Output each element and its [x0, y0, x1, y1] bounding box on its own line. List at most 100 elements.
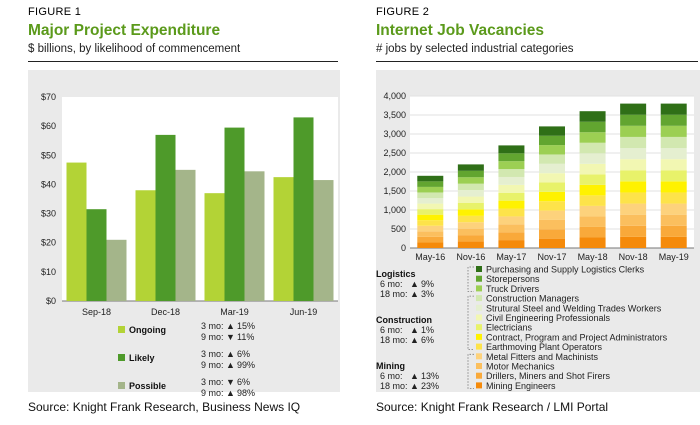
stack-segment [660, 203, 687, 215]
legend-label: Mining Engineers [486, 381, 556, 391]
x-tick-label: Nov-17 [537, 252, 566, 262]
stack-segment [579, 216, 606, 227]
bar-likely [293, 117, 314, 302]
stat-arrow: ▼ [226, 332, 235, 342]
legend-label: Construction Managers [486, 294, 580, 304]
stack-segment [620, 136, 647, 149]
legend-swatch [476, 314, 482, 321]
x-tick-label: May-19 [659, 252, 689, 262]
group-name: Logistics [376, 269, 416, 279]
stat-arrow: ▲ [410, 289, 419, 299]
stack-segment [660, 148, 687, 160]
stack-segment [417, 181, 444, 187]
legend-label: Ongoing [129, 325, 166, 335]
stack-segment [417, 236, 444, 243]
y-tick-label: $70 [41, 92, 56, 102]
y-tick-label: 0 [401, 243, 406, 253]
legend-swatch [476, 295, 482, 302]
stack-segment [498, 240, 525, 248]
legend-label: Possible [129, 381, 166, 391]
legend-swatch [476, 363, 482, 369]
stack-segment [539, 126, 565, 136]
y-tick-label: 2,500 [383, 148, 406, 158]
stack-segment [498, 184, 525, 193]
group-name: Mining [376, 361, 405, 371]
y-tick-label: $30 [41, 209, 56, 219]
legend-label: Motor Mechanics [486, 362, 555, 372]
stack-segment [539, 182, 565, 192]
stack-segment [417, 214, 444, 221]
legend-swatch [476, 333, 482, 340]
bar-possible [106, 239, 127, 301]
stat-period: 3 mo: [201, 321, 224, 331]
stack-segment [417, 186, 444, 193]
stat-arrow: ▲ [410, 335, 419, 345]
stat-period: 18 mo: [380, 289, 408, 299]
stack-segment [660, 225, 687, 237]
y-tick-label: $20 [41, 238, 56, 248]
stat-period: 6 mo: [380, 279, 403, 289]
stat-period: 3 mo: [201, 377, 224, 387]
bar-ongoing [204, 193, 225, 301]
stack-segment [660, 125, 687, 137]
stack-segment [539, 219, 565, 230]
stack-segment [457, 222, 484, 229]
stack-segment [660, 136, 687, 149]
stat-arrow: ▲ [226, 388, 235, 398]
stack-segment [498, 208, 525, 217]
stack-segment [660, 170, 687, 182]
y-tick-label: $10 [41, 267, 56, 277]
stack-segment [417, 192, 444, 199]
stack-segment [498, 145, 525, 154]
stack-segment [539, 154, 565, 164]
stack-segment [417, 242, 444, 248]
figure-2-source: Source: Knight Frank Research / LMI Port… [376, 400, 609, 414]
stack-segment [579, 163, 606, 175]
stack-segment [620, 170, 647, 182]
figure-2-title: Internet Job Vacancies [376, 22, 544, 39]
stack-segment [539, 173, 565, 183]
y-tick-label: 3,000 [383, 129, 406, 139]
legend-label: Likely [129, 353, 155, 363]
group-bracket [467, 295, 474, 350]
stack-segment [579, 132, 606, 143]
stack-segment [417, 220, 444, 226]
y-tick-label: $0 [46, 296, 56, 306]
y-tick-label: 4,000 [383, 91, 406, 101]
stack-segment [579, 237, 606, 248]
y-tick-label: 1,500 [383, 186, 406, 196]
bar-possible [175, 169, 196, 301]
stack-segment [660, 181, 687, 193]
y-tick-label: $50 [41, 150, 56, 160]
stack-segment [457, 235, 484, 242]
legend-label: Civil Engineering Professionals [486, 313, 611, 323]
stack-segment [498, 176, 525, 185]
legend-label: Electricians [486, 323, 533, 333]
stack-segment [457, 215, 484, 223]
stack-segment [539, 210, 565, 220]
stack-segment [457, 196, 484, 203]
legend-label: Purchasing and Supply Logistics Clerks [486, 265, 645, 275]
x-tick-label: Nov-18 [619, 252, 648, 262]
stack-segment [498, 192, 525, 201]
stack-segment [660, 236, 687, 248]
stack-segment [660, 114, 687, 126]
stat-arrow: ▼ [226, 377, 235, 387]
stack-segment [498, 232, 525, 241]
stack-segment [579, 205, 606, 217]
stack-segment [539, 201, 565, 211]
stack-segment [620, 159, 647, 171]
stat-value: 11% [237, 332, 254, 342]
legend-swatch [118, 326, 125, 333]
stack-segment [539, 191, 565, 202]
x-tick-label: May-17 [496, 252, 526, 262]
stack-segment [498, 169, 525, 177]
y-tick-label: 3,500 [383, 110, 406, 120]
stack-segment [620, 203, 647, 215]
figure-1-chart: $0 $10 $20 $30 $40 $50 $60 $70 Sep-18 Dec-18 Mar-1… [41, 92, 338, 398]
legend-swatch [118, 354, 125, 361]
stack-segment [417, 198, 444, 204]
x-tick-label: May-18 [578, 252, 608, 262]
stat-value: 1% [421, 325, 434, 335]
bar-possible [313, 180, 334, 301]
